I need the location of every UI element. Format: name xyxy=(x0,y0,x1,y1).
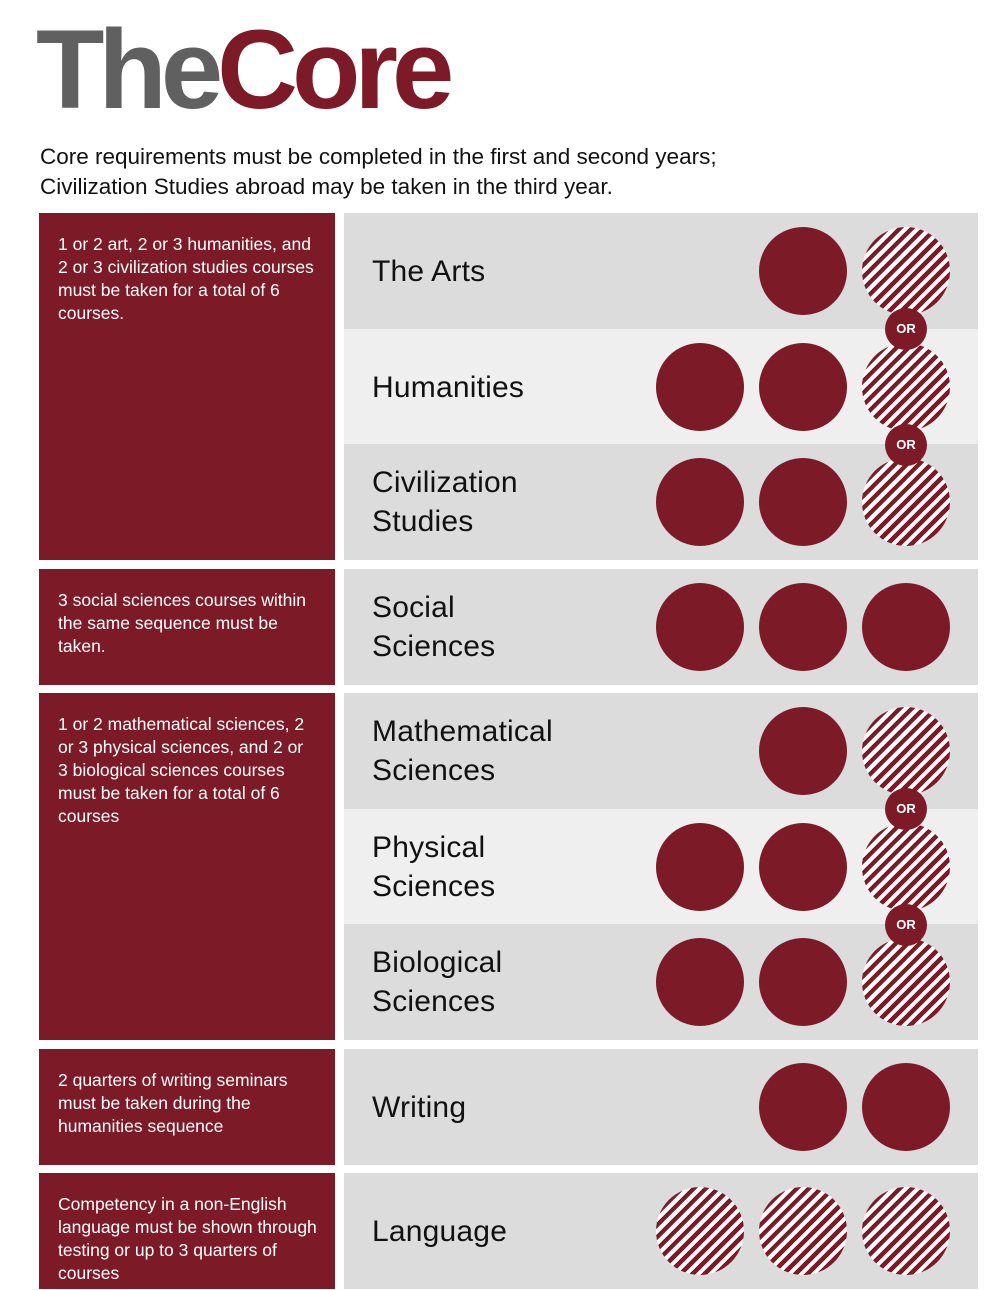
course-circle-required xyxy=(656,938,744,1026)
course-circle-optional xyxy=(862,707,950,795)
row-label: Social Sciences xyxy=(372,588,632,666)
course-circle-required xyxy=(759,343,847,431)
or-badge: OR xyxy=(885,788,927,830)
row-label: The Arts xyxy=(372,252,632,291)
row-label: Mathematical Sciences xyxy=(372,712,632,790)
course-circle-required xyxy=(759,583,847,671)
course-circle-required xyxy=(759,707,847,795)
course-circle-required xyxy=(656,343,744,431)
page-subtitle: Core requirements must be completed in t… xyxy=(40,142,940,202)
row-physical-sciences: Physical Sciences xyxy=(344,809,978,925)
row-label: Humanities xyxy=(372,368,632,407)
row-humanities: Humanities xyxy=(344,329,978,445)
row-label-line-1: The Arts xyxy=(372,254,486,288)
row-label: Civilization Studies xyxy=(372,463,632,541)
note-sciences: 1 or 2 mathematical sciences, 2 or 3 phy… xyxy=(39,693,335,1040)
course-circle-required xyxy=(759,1063,847,1151)
course-circle-required xyxy=(656,823,744,911)
course-circle-optional xyxy=(862,227,950,315)
row-label-line-2: Sciences xyxy=(372,870,496,903)
or-badge: OR xyxy=(885,904,927,946)
row-language: Language xyxy=(344,1173,978,1289)
or-badge: OR xyxy=(885,424,927,466)
row-label-line-1: Civilization xyxy=(372,466,518,499)
course-circle-required xyxy=(759,458,847,546)
row-the-arts: The Arts xyxy=(344,213,978,329)
row-label-line-1: Biological xyxy=(372,946,503,979)
subtitle-line-1: Core requirements must be completed in t… xyxy=(40,144,717,169)
course-circle-required xyxy=(656,458,744,546)
row-label-line-1: Social xyxy=(372,591,455,624)
row-label-line-1: Writing xyxy=(372,1090,467,1124)
row-label: Physical Sciences xyxy=(372,828,632,906)
row-biological-sciences: Biological Sciences xyxy=(344,924,978,1040)
row-writing: Writing xyxy=(344,1049,978,1165)
course-circle-required xyxy=(862,583,950,671)
row-label: Language xyxy=(372,1212,632,1251)
note-language: Competency in a non-English language mus… xyxy=(39,1173,335,1289)
title-word-the: The xyxy=(36,7,223,132)
row-label-line-2: Sciences xyxy=(372,985,496,1018)
subtitle-line-2: Civilization Studies abroad may be taken… xyxy=(40,174,613,199)
course-circle-required xyxy=(862,1063,950,1151)
row-label-line-1: Mathematical xyxy=(372,715,553,748)
course-circle-required xyxy=(759,938,847,1026)
course-circle-optional xyxy=(862,458,950,546)
row-civilization-studies: Civilization Studies xyxy=(344,444,978,560)
row-label-line-2: Studies xyxy=(372,505,474,538)
row-label: Writing xyxy=(372,1088,632,1127)
row-label-line-1: Physical xyxy=(372,831,486,864)
row-label-line-1: Humanities xyxy=(372,370,525,404)
course-circle-required xyxy=(759,227,847,315)
note-social-sciences: 3 social sciences courses within the sam… xyxy=(39,569,335,685)
row-label-line-2: Sciences xyxy=(372,630,496,663)
row-social-sciences: Social Sciences xyxy=(344,569,978,685)
note-writing: 2 quarters of writing seminars must be t… xyxy=(39,1049,335,1165)
or-badge: OR xyxy=(885,308,927,350)
course-circle-required xyxy=(656,583,744,671)
note-arts-humanities-civilization: 1 or 2 art, 2 or 3 humanities, and 2 or … xyxy=(39,213,335,560)
row-mathematical-sciences: Mathematical Sciences xyxy=(344,693,978,809)
course-circle-optional xyxy=(862,1187,950,1275)
course-circle-optional xyxy=(862,938,950,1026)
row-label: Biological Sciences xyxy=(372,943,632,1021)
course-circle-optional xyxy=(759,1187,847,1275)
course-circle-required xyxy=(759,823,847,911)
row-label-line-2: Sciences xyxy=(372,754,496,787)
course-circle-optional xyxy=(862,343,950,431)
course-circle-optional xyxy=(862,823,950,911)
row-label-line-1: Language xyxy=(372,1214,508,1248)
title-word-core: Core xyxy=(217,7,454,132)
course-circle-optional xyxy=(656,1187,744,1275)
page-title: TheCore xyxy=(36,14,454,126)
